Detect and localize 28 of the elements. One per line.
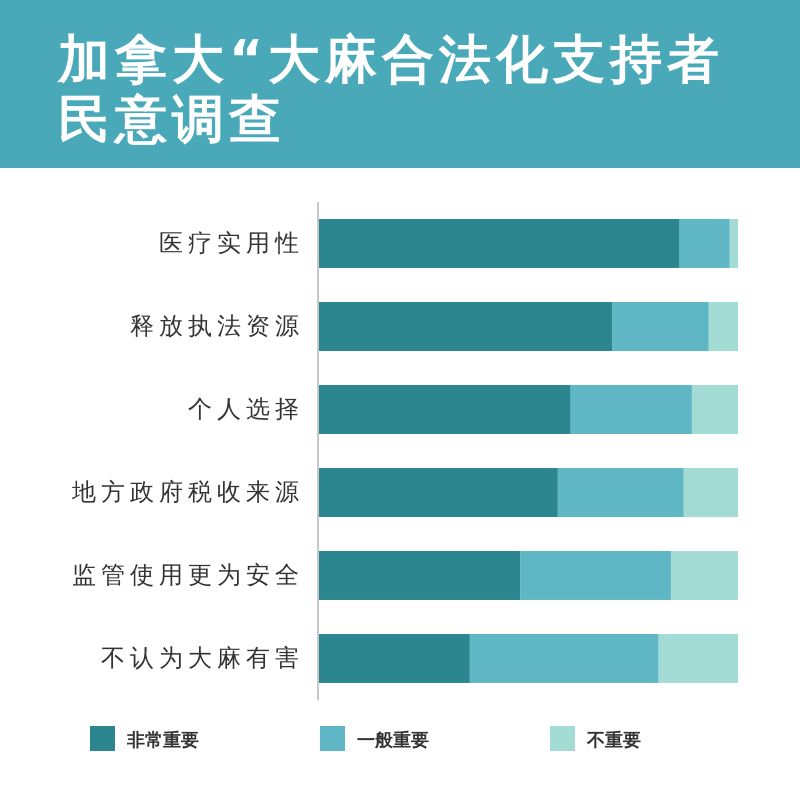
- bar: [708, 302, 738, 351]
- bar: [319, 551, 520, 600]
- bar: [679, 219, 730, 268]
- y-tick-label: 监管使用更为安全: [72, 561, 304, 590]
- bar: [319, 468, 558, 517]
- y-tick-label: 医疗实用性: [159, 229, 304, 258]
- bar: [319, 634, 470, 683]
- bar: [470, 634, 658, 683]
- y-tick-label: 释放执法资源: [130, 312, 304, 340]
- bar: [319, 385, 570, 434]
- bar: [670, 551, 738, 600]
- bar: [612, 302, 709, 351]
- bar: [520, 551, 671, 600]
- bar: [319, 219, 680, 268]
- bar: [658, 634, 738, 683]
- bar: [570, 385, 692, 434]
- bar: [730, 219, 738, 268]
- legend-label: 不重要: [586, 730, 641, 751]
- y-tick-label: 个人选择: [188, 395, 304, 424]
- legend-label: 非常重要: [126, 730, 199, 751]
- legend-label: 一般重要: [357, 730, 429, 751]
- bar: [684, 468, 738, 517]
- y-tick-label: 不认为大麻有害: [101, 644, 304, 672]
- chart-title: 加拿大“大麻合法化支持者民意调查: [56, 30, 724, 150]
- bar: [319, 302, 612, 351]
- bar: [692, 385, 738, 434]
- y-tick-label: 地方政府税收来源: [71, 478, 304, 506]
- bar: [558, 468, 684, 517]
